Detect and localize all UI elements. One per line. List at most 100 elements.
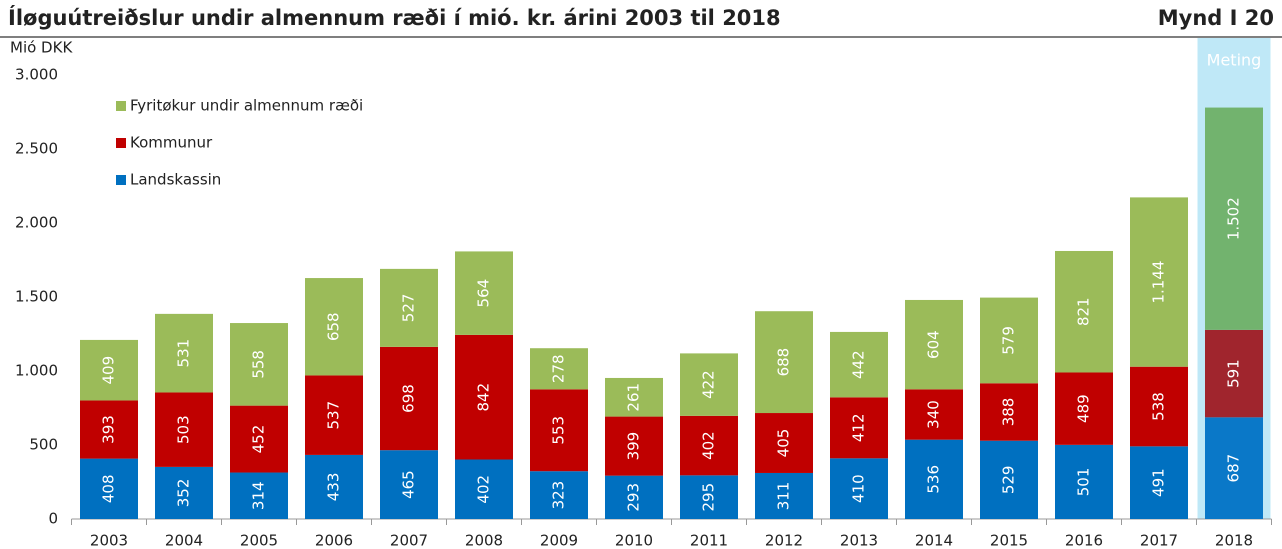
bar-segment [1205, 107, 1263, 330]
value-label: 278 [550, 354, 568, 383]
bar-segment [455, 334, 513, 460]
value-label: 402 [475, 475, 493, 504]
chart-title: Íløguútreiðslur undir almennum ræði í mi… [8, 5, 781, 30]
x-tick-label: 2008 [465, 532, 503, 549]
value-label: 1.502 [1225, 197, 1243, 240]
value-label: 433 [325, 473, 343, 502]
value-label: 408 [100, 474, 118, 503]
value-label: 261 [625, 383, 643, 412]
x-tick-label: 2017 [1140, 532, 1178, 549]
value-label: 536 [925, 465, 943, 494]
legend-swatch [116, 175, 126, 185]
value-label: 687 [1225, 454, 1243, 483]
value-label: 591 [1225, 359, 1243, 388]
x-tick-label: 2016 [1065, 532, 1103, 549]
legend-label: Kommunur [130, 134, 213, 152]
bar-segment [1205, 329, 1263, 418]
x-tick-label: 2013 [840, 532, 878, 549]
x-tick-label: 2010 [615, 532, 653, 549]
bar-segment [530, 471, 588, 519]
bar-segment [1055, 372, 1113, 445]
value-label: 442 [850, 350, 868, 379]
value-label: 405 [775, 429, 793, 458]
bar-segment [1055, 250, 1113, 373]
bar-segment [455, 251, 513, 335]
bar-segment [755, 413, 813, 473]
bar-segment [755, 472, 813, 519]
x-tick-label: 2003 [90, 532, 128, 549]
bar-segment [1055, 444, 1113, 519]
value-label: 491 [1150, 468, 1168, 497]
bar-segment [380, 346, 438, 451]
value-label: 538 [1150, 392, 1168, 421]
value-label: 314 [250, 481, 268, 510]
bar-segment [155, 313, 213, 393]
value-label: 340 [925, 400, 943, 429]
value-label: 501 [1075, 468, 1093, 497]
legend-label: Landskassin [130, 171, 221, 189]
value-label: 688 [775, 348, 793, 377]
value-label: 1.144 [1150, 261, 1168, 304]
bar-segment [305, 375, 363, 455]
bar-segment [455, 459, 513, 519]
value-label: 527 [400, 294, 418, 323]
value-label: 558 [250, 350, 268, 379]
x-tick-label: 2011 [690, 532, 728, 549]
value-label: 409 [100, 356, 118, 385]
value-label: 388 [1000, 398, 1018, 427]
value-label: 489 [1075, 394, 1093, 423]
value-label: 465 [400, 470, 418, 499]
bar-segment [530, 389, 588, 472]
x-tick-label: 2004 [165, 532, 203, 549]
y-tick-label: 2.500 [15, 140, 58, 158]
value-label: 564 [475, 279, 493, 308]
y-tick-label: 1.500 [15, 288, 58, 306]
bar-segment [80, 400, 138, 459]
bar-segment [905, 439, 963, 519]
x-tick-label: 2015 [990, 532, 1028, 549]
bar-segment [905, 389, 963, 440]
bar-segment [530, 348, 588, 390]
bar-segment [605, 377, 663, 417]
x-tick-label: 2006 [315, 532, 353, 549]
value-label: 452 [250, 425, 268, 454]
highlight-label: Meting [1207, 51, 1262, 70]
y-tick-label: 500 [29, 436, 58, 454]
bar-segment [1130, 446, 1188, 519]
bar-segment [830, 331, 888, 398]
bar-segment [680, 475, 738, 519]
value-label: 293 [625, 483, 643, 512]
value-label: 410 [850, 474, 868, 503]
bar-segment [830, 458, 888, 519]
y-axis-label: Mió DKK [10, 39, 73, 57]
value-label: 399 [625, 432, 643, 461]
value-label: 402 [700, 431, 718, 460]
value-label: 295 [700, 483, 718, 512]
bar-segment [230, 472, 288, 519]
legend-swatch [116, 138, 126, 148]
bar-segment [230, 323, 288, 406]
value-label: 537 [325, 401, 343, 430]
bar-segment [380, 450, 438, 519]
value-label: 412 [850, 414, 868, 443]
x-tick-label: 2005 [240, 532, 278, 549]
value-label: 531 [175, 339, 193, 368]
bar-segment [605, 416, 663, 476]
bar-segment [680, 415, 738, 476]
value-label: 503 [175, 415, 193, 444]
bar-segment [80, 339, 138, 401]
bar-segment [305, 454, 363, 519]
x-tick-label: 2009 [540, 532, 578, 549]
bar-segment [80, 458, 138, 519]
value-label: 821 [1075, 297, 1093, 326]
value-label: 579 [1000, 326, 1018, 355]
y-tick-label: 2.000 [15, 214, 58, 232]
x-tick-label: 2014 [915, 532, 953, 549]
bar-segment [305, 278, 363, 376]
value-label: 842 [475, 383, 493, 412]
bar-segment [1130, 366, 1188, 447]
legend-swatch [116, 101, 126, 111]
bar-segment [830, 397, 888, 459]
bar-segment [755, 311, 813, 414]
